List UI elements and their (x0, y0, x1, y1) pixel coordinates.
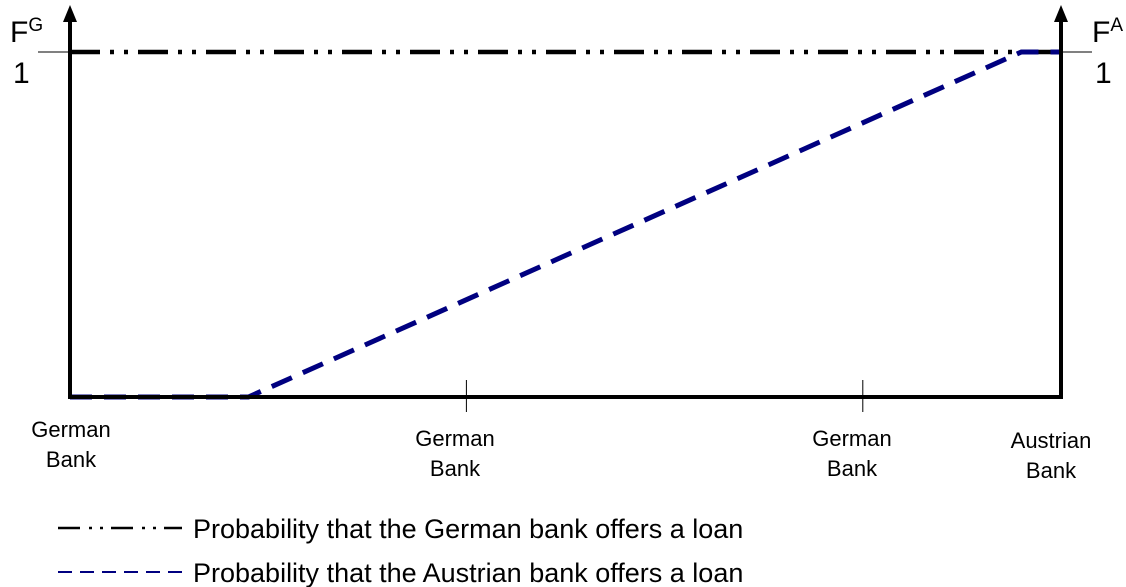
right_axis-tick-label: 1 (1095, 57, 1112, 90)
x-category-label-1-0: German (415, 426, 494, 451)
x-category-label-0-1: Bank (46, 447, 97, 472)
right-axis-arrow (1054, 5, 1068, 22)
x-category-label-1-1: Bank (430, 456, 481, 481)
x-category-label-0-0: German (31, 417, 110, 442)
series-line-1 (70, 49, 1061, 400)
left_axis-tick-label: 1 (13, 57, 30, 90)
left_axis-superscript: G (28, 15, 43, 36)
x-category-label-2-1: Bank (827, 456, 878, 481)
right_axis-letter: F (1092, 16, 1110, 49)
right_axis-superscript: A (1110, 15, 1123, 36)
left_axis-title: FG (10, 15, 43, 49)
x-category-label-3-0: Austrian (1011, 428, 1092, 453)
x-category-label-3-1: Bank (1026, 458, 1077, 483)
left-axis-arrow (63, 5, 77, 22)
left_axis-letter: F (10, 16, 28, 49)
x-category-label-2-0: German (812, 426, 891, 451)
right_axis-title: FA (1092, 15, 1123, 49)
legend-label-0: Probability that the German bank offers … (193, 514, 743, 544)
legend-label-1: Probability that the Austrian bank offer… (193, 558, 743, 587)
